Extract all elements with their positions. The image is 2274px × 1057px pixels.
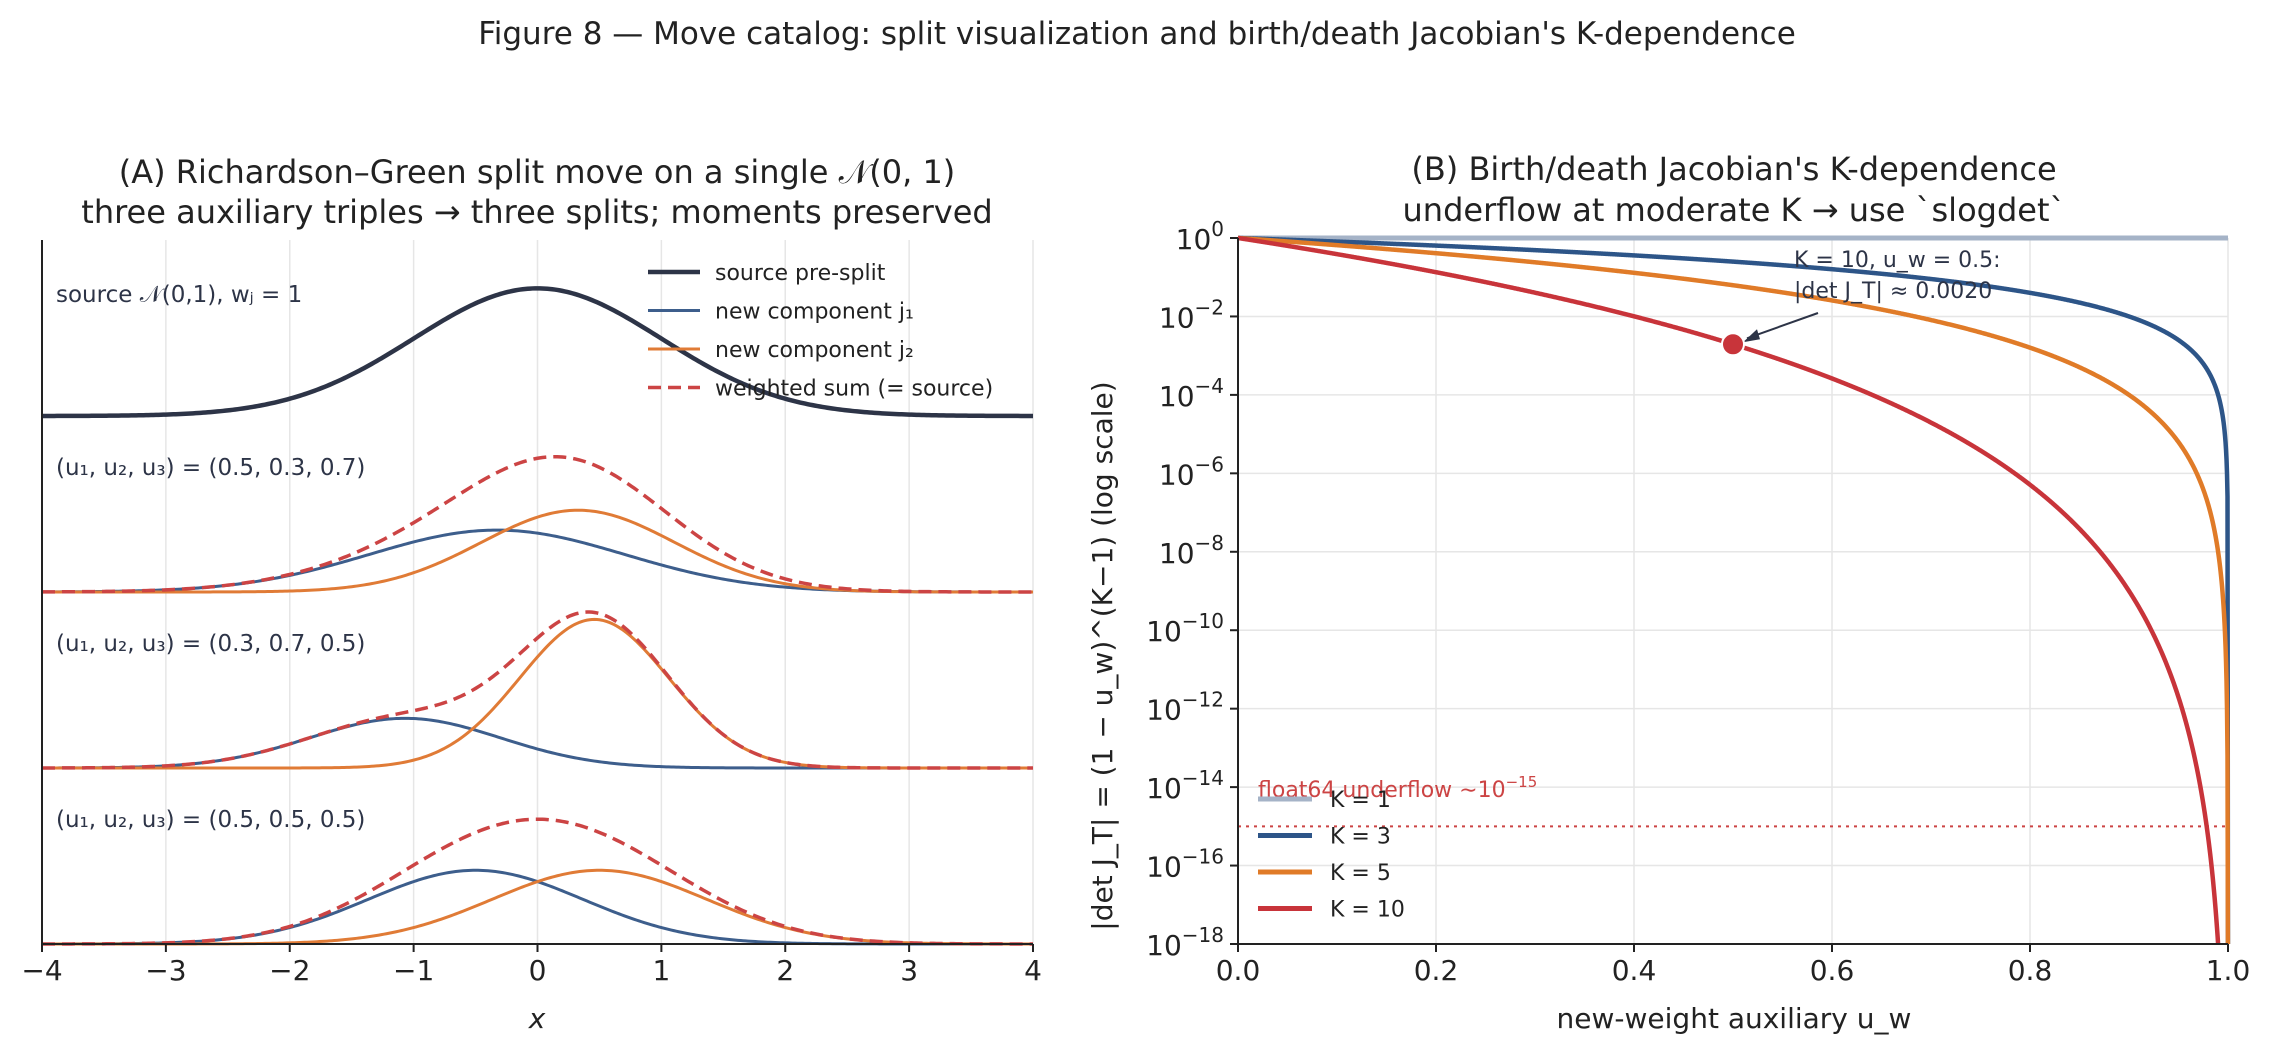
panel-a-x-tick-label: −3 bbox=[145, 954, 186, 987]
panel-b-y-label: |det J_T| = (1 − u_w)^(K−1) (log scale) bbox=[1086, 381, 1119, 930]
panel-b-x-label: new-weight auxiliary u_w bbox=[1557, 1002, 1912, 1035]
panel-a-x-tick-label: 0 bbox=[529, 954, 547, 987]
panel-a-curves bbox=[41, 286, 1034, 946]
panel-a-x-label: x bbox=[528, 1002, 546, 1035]
panel-b-legend: K = 1 K = 3 K = 5 K = 10 bbox=[1258, 788, 1405, 923]
annotation-arrow-line bbox=[1746, 312, 1819, 340]
legend-label-k10: K = 10 bbox=[1330, 898, 1405, 923]
panel-a-row-labels: source 𝒩(0,1), wⱼ = 1 (u₁, u₂, u₃) = (0.5… bbox=[56, 282, 365, 833]
annotation-line-1: K = 10, u_w = 0.5: bbox=[1794, 248, 2001, 273]
panel-a-x-tick-label: 4 bbox=[1024, 954, 1042, 987]
panel-a-x-tick-label: 3 bbox=[900, 954, 918, 987]
legend-label-sum: weighted sum (= source) bbox=[715, 377, 993, 402]
legend-label-j2: new component j₂ bbox=[715, 338, 914, 363]
panel-a-x-tick-label: −1 bbox=[393, 954, 434, 987]
panel-b-x-tick-label: 0.8 bbox=[2008, 954, 2053, 987]
row-label-2: (u₁, u₂, u₃) = (0.3, 0.7, 0.5) bbox=[56, 631, 365, 657]
row-label-0: source 𝒩(0,1), wⱼ = 1 bbox=[56, 282, 302, 308]
panel-a-x-tick-label: −2 bbox=[269, 954, 310, 987]
panel-b-x-ticks: 0.0 0.2 0.4 0.6 0.8 1.0 bbox=[1216, 944, 2251, 987]
legend-label-j1: new component j₁ bbox=[715, 300, 914, 325]
panel-a-x-tick-label: 2 bbox=[776, 954, 794, 987]
panel-b-annotation: K = 10, u_w = 0.5: |det J_T| ≈ 0.0020 bbox=[1721, 248, 2001, 357]
panel-b-y-tick-label: 10−6 bbox=[1159, 452, 1224, 491]
panel-b-x-tick-label: 0.2 bbox=[1414, 954, 1459, 987]
panel-b-jacobian: (B) Birth/death Jacobian's K-dependence … bbox=[1086, 150, 2250, 1035]
figure-title: Figure 8 — Move catalog: split visualiza… bbox=[478, 16, 1796, 52]
panel-b-x-tick-label: 0.4 bbox=[1612, 954, 1657, 987]
panel-b-y-tick-label: 10−14 bbox=[1146, 766, 1224, 805]
panel-a-title: (A) Richardson–Green split move on a sin… bbox=[119, 153, 956, 191]
legend-label-k5: K = 5 bbox=[1330, 861, 1391, 886]
weighted-sum-curve-row-3 bbox=[42, 817, 1033, 946]
panel-b-title: (B) Birth/death Jacobian's K-dependence bbox=[1411, 150, 2056, 188]
weighted-sum-curve-row-1 bbox=[41, 454, 1033, 594]
panel-a-subtitle: three auxiliary triples → three splits; … bbox=[81, 193, 992, 231]
row-label-1: (u₁, u₂, u₃) = (0.5, 0.3, 0.7) bbox=[56, 455, 365, 481]
panel-b-y-tick-label: 10−18 bbox=[1146, 923, 1224, 962]
legend-label-source: source pre-split bbox=[715, 261, 886, 286]
legend-label-k3: K = 3 bbox=[1330, 825, 1391, 850]
panel-a-x-tick-label: −4 bbox=[21, 954, 62, 987]
annotation-marker-point bbox=[1721, 332, 1745, 357]
panel-b-y-ticks: 100 10−2 10−4 10−6 10−8 10−10 10−12 10−14 10−16 1… bbox=[1146, 217, 1238, 962]
row-label-3: (u₁, u₂, u₃) = (0.5, 0.5, 0.5) bbox=[56, 807, 365, 833]
panel-b-x-tick-label: 0.0 bbox=[1216, 954, 1261, 987]
weighted-sum-curve-row-2 bbox=[42, 610, 1033, 770]
panel-a-x-tick-label: 1 bbox=[652, 954, 670, 987]
panel-b-y-tick-label: 100 bbox=[1176, 217, 1224, 256]
panel-b-y-tick-label: 10−4 bbox=[1159, 374, 1224, 413]
source-curve bbox=[41, 286, 1034, 419]
panel-b-x-tick-label: 1.0 bbox=[2206, 954, 2251, 987]
panel-b-x-tick-label: 0.6 bbox=[1810, 954, 1855, 987]
panel-b-y-tick-label: 10−16 bbox=[1146, 845, 1224, 884]
annotation-line-2: |det J_T| ≈ 0.0020 bbox=[1794, 279, 1992, 304]
panel-a-x-ticks: −4 −3 −2 −1 0 1 2 3 4 bbox=[21, 944, 1042, 987]
annotation-arrow-head bbox=[1743, 329, 1760, 343]
panel-a-split-move: (A) Richardson–Green split move on a sin… bbox=[21, 153, 1042, 1035]
panel-b-y-tick-label: 10−10 bbox=[1146, 609, 1224, 648]
panel-b-y-tick-label: 10−8 bbox=[1159, 531, 1224, 570]
panel-b-y-tick-label: 10−2 bbox=[1159, 295, 1224, 334]
panel-b-y-tick-label: 10−12 bbox=[1146, 688, 1224, 727]
panel-b-subtitle: underflow at moderate K → use `slogdet` bbox=[1403, 191, 2066, 229]
panel-b-axes bbox=[1237, 238, 2228, 945]
panel-a-legend: source pre-split new component j₁ new comp… bbox=[648, 261, 993, 402]
series-line-k3 bbox=[1238, 235, 2231, 944]
legend-label-k1: K = 1 bbox=[1330, 788, 1391, 813]
series-line-k5 bbox=[1238, 235, 2231, 944]
